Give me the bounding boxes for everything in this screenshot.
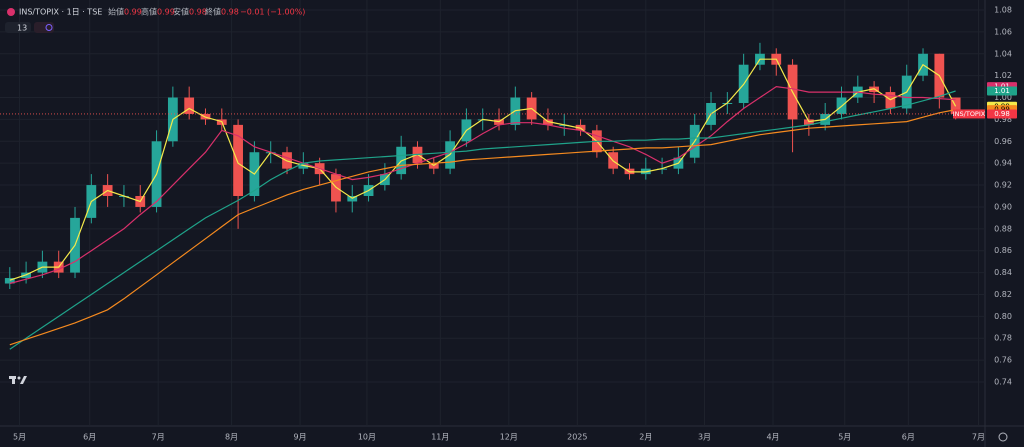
tv-logo [9,376,27,384]
x-tick-label: 12月 [500,433,518,442]
close-label: 終値 [205,7,221,17]
y-tick-label: 1.06 [994,27,1012,36]
x-tick-label: 5月 [838,433,851,442]
logo-part [20,376,27,384]
x-tick-label: 8月 [225,433,238,442]
x-tick-label: 3月 [698,433,711,442]
y-tick-label: 0.80 [994,312,1012,321]
open-label: 始値 [108,7,124,17]
moving-average [9,85,956,285]
high-value: 0.99 [157,8,175,17]
moving-average [9,109,956,346]
moving-average [9,90,956,350]
y-tick-label: 1.04 [994,49,1012,58]
indicators-toggle[interactable] [5,22,31,33]
y-tick-label: 0.88 [994,224,1012,233]
open-value: 0.99 [124,8,142,17]
moving-average [9,58,957,281]
y-tick-label: 0.86 [994,246,1012,255]
y-tick-label: 0.98 [994,115,1012,124]
low-label: 安値 [173,7,189,17]
symbol-icon [7,8,15,16]
candle-body [184,97,195,114]
x-tick-label: 11月 [431,433,449,442]
y-tick-label: 0.94 [994,159,1012,168]
indicator-icon [45,24,53,31]
y-tick-label: 0.92 [994,181,1012,190]
indicator-count[interactable]: 13 [17,24,27,33]
price-badge [987,109,1017,119]
last-price-tag [953,109,985,119]
logo-part [17,376,21,380]
x-tick-label: 6月 [83,433,96,442]
axes: 0.74 0.76 0.78 0.80 0.82 0.84 0.86 0.88 0.90 0.92… [13,6,1017,442]
x-tick-label: 5月 [13,433,26,442]
x-tick-label: 10月 [358,433,376,442]
candle-body [233,124,243,196]
close-value: 0.98 [221,8,239,17]
y-tick-label: 0.74 [994,378,1012,387]
high-label: 高値 [141,7,157,17]
y-tick-label: 1.02 [994,71,1012,80]
price-badge [987,86,1017,96]
symbol: INS/TOPIX · 1日 · TSE [19,8,102,17]
last-price-tag-label: INS/TOPIX [953,110,986,118]
x-tick-label: 2025 [567,433,587,442]
x-tick-label: 2月 [639,433,652,442]
y-tick-label: 0.96 [994,137,1012,146]
y-tick-label: 0.78 [994,334,1012,343]
low-value: 0.98 [189,8,207,17]
y-tick-label: 0.90 [994,202,1012,211]
settings-icon[interactable] [998,432,1008,442]
x-tick-label: 7月 [152,433,165,442]
grid [0,0,985,426]
x-tick-label: 9月 [294,433,307,442]
y-tick-label: 0.84 [994,268,1012,277]
header: INS/TOPIX · 1日 · TSE 始値 0.99 高値 0.99 安値 … [5,7,305,33]
x-tick-label: 7月 [972,433,985,442]
y-tick-label: 0.82 [994,290,1012,299]
price-badge-label: 1.01 [994,87,1010,95]
candle-body [4,278,15,284]
change: −0.01 (−1.00%) [240,8,305,17]
y-tick-label: 1.00 [994,93,1012,102]
y-tick-label: 1.08 [994,6,1012,15]
gear[interactable] [998,432,1008,442]
price-badge-label: 0.98 [994,110,1010,118]
x-tick-label: 6月 [902,433,915,442]
y-tick-label: 0.76 [994,356,1012,365]
indicator-badge[interactable] [34,22,54,33]
logo-part [12,376,15,384]
x-tick-label: 4月 [766,433,779,442]
plot [0,42,985,350]
